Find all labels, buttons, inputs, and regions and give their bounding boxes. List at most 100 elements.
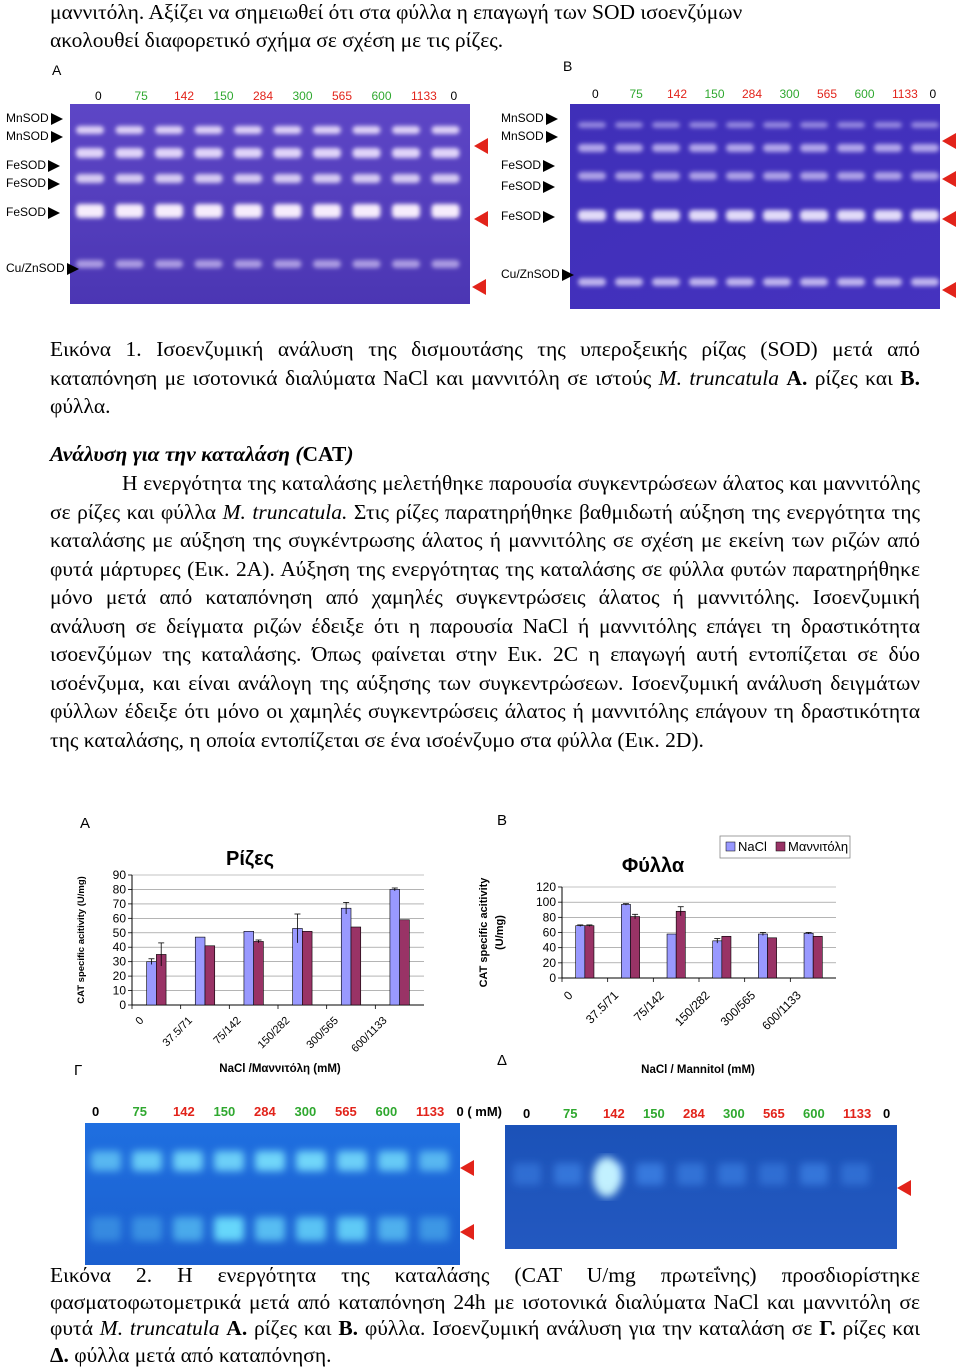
fig2-c-marker-1 [460,1160,474,1176]
gel-band [431,260,460,268]
gel-band [763,278,791,286]
fig2-c-marker-2 [460,1224,474,1240]
gel-band [837,278,865,286]
gel-band [155,260,183,268]
gel-band [911,278,939,286]
gel-band [352,174,381,183]
gel-band [615,172,643,180]
gel-band [763,144,791,152]
gel-band [313,126,341,134]
lane-number: 284 [683,1106,705,1121]
y-tick-label: 50 [113,926,127,940]
section-body: Η ενεργότητα της καταλάσης μελετήθηκε πα… [50,471,920,752]
gel-band [759,1163,787,1185]
gel-band [155,174,183,183]
gel-band [800,172,828,180]
y-tick-label: 80 [543,910,557,924]
lane-number: 300 [292,89,313,103]
bar [243,931,254,1006]
fig2-panel-d-label: Δ [497,1052,508,1069]
lane-number: 300 [723,1106,745,1121]
gel-band [841,1163,869,1185]
gel-band [689,172,717,180]
gel-band [234,204,262,218]
gel-band [313,260,341,268]
gel-band [726,144,754,152]
lane-number: 0 [523,1106,531,1121]
x-tick-label: 0 [133,1015,146,1028]
gel-band [874,122,902,128]
gel-band [234,260,262,268]
lane-number: 142 [173,1104,195,1119]
bar [389,889,400,1006]
gel-band [911,172,939,180]
lane-number: 1133 [411,89,437,103]
gel-band [837,210,865,221]
band-label: FeSOD [501,179,556,193]
legend-label: Μαννιτόλη [788,839,848,854]
fig1-panel-a-label: A [52,62,62,78]
x-tick-label: 600/1133 [349,1015,389,1055]
gel-band [115,174,144,183]
arrow-icon [50,130,63,143]
gel-band [431,148,460,158]
fig1-a-marker-2 [474,211,488,227]
lane-number: 0 [929,87,937,101]
lane-number: 75 [563,1106,578,1121]
bar [712,940,723,979]
gel-band [800,210,828,221]
bar [584,925,595,979]
bar [253,941,264,1006]
gel-band [214,1151,244,1171]
lane-number: 565 [817,87,838,101]
arrow-icon [66,262,79,275]
y-axis-label: CAT specific acitivity (U/mg) [478,877,506,988]
lane-number: 142 [603,1106,625,1121]
lane-number: 284 [253,89,274,103]
arrow-icon [545,112,558,125]
gel-band [173,1217,203,1241]
gel-band [378,1217,408,1241]
gel-band [652,122,680,128]
y-tick-label: 60 [543,926,557,940]
gel-band [513,1163,541,1185]
gel-band [874,144,902,152]
gel-band [76,174,104,183]
gel-band [431,174,460,183]
x-axis-label: NaCl /Μαννιτόλη (mM) [219,1063,341,1075]
gel-band [352,204,381,218]
bar [767,937,777,979]
gel-band [115,204,144,218]
gel-band [313,174,341,183]
x-axis-label: NaCl / Mannitol (mM) [641,1064,755,1076]
gel-band [652,278,680,286]
fig1-b-marker-3 [942,211,956,227]
gel-band [337,1217,367,1241]
gel-band [132,1217,162,1241]
band-label: Cu/ZnSOD [501,267,574,281]
legend-label: NaCl [738,839,767,854]
lane-number: 0 ( mM) [456,1104,503,1119]
gel-band [392,174,420,183]
gel-band [677,1163,705,1185]
top-text-line2: ακολουθεί διαφορετικό σχήμα σε σχέση με … [50,28,504,52]
gel-band [726,122,754,128]
gel-band [91,1151,121,1171]
lane-number: 142 [174,89,195,103]
gel-band [155,126,183,134]
y-tick-label: 80 [113,882,127,896]
arrow-icon [48,159,61,172]
gel-band [652,144,680,152]
gel-band [313,204,341,218]
gel-band [115,260,144,268]
gel-band [76,126,104,134]
x-tick-label: 300/565 [304,1015,341,1052]
fig1-b-marker-1 [942,133,956,149]
bar [621,904,631,979]
y-tick-label: 120 [536,880,556,894]
lane-number: 75 [134,89,148,103]
band-label: FeSOD [501,209,556,223]
gel-band [578,172,606,180]
gel-band [273,260,302,268]
gel-band [652,172,680,180]
